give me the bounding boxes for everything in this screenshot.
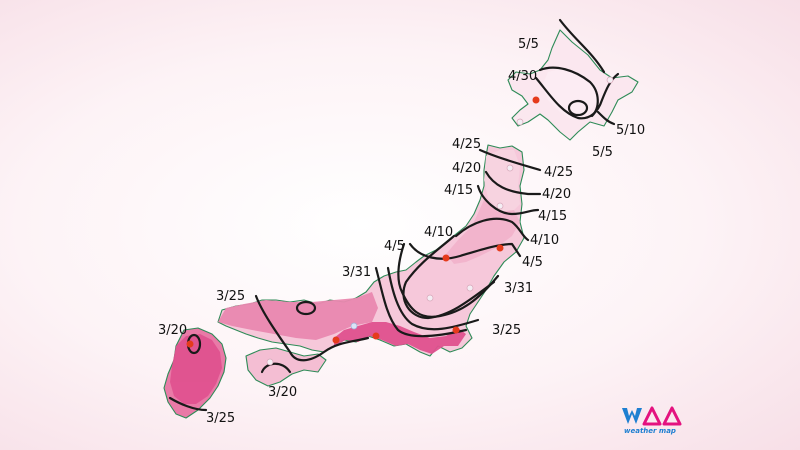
date-label: 3/31 bbox=[504, 281, 533, 296]
isoline-hokkaido-north bbox=[558, 18, 606, 74]
date-label: 4/5 bbox=[384, 239, 405, 254]
date-label: 4/25 bbox=[452, 137, 481, 152]
weathermap-logo-icon bbox=[622, 406, 682, 426]
date-label: 3/31 bbox=[342, 265, 371, 280]
isoline-chugoku-325 bbox=[254, 294, 370, 362]
city-dot bbox=[496, 244, 504, 252]
isoline-shikoku-320 bbox=[260, 362, 292, 374]
isoline-hokkaido-510 bbox=[596, 110, 616, 126]
isoline-tohoku-425 bbox=[478, 148, 542, 172]
band-earliest-kyushu bbox=[170, 334, 222, 404]
isoline-tohoku-420 bbox=[484, 170, 542, 196]
date-label: 3/25 bbox=[216, 289, 245, 304]
isoline-hokkaido-430 bbox=[538, 66, 599, 118]
date-label: 3/25 bbox=[206, 411, 235, 426]
date-label: 5/10 bbox=[616, 123, 645, 138]
isoline-hokkaido-ring bbox=[567, 99, 589, 117]
date-label: 4/10 bbox=[424, 225, 453, 240]
city-dot bbox=[332, 336, 340, 344]
date-label: 4/15 bbox=[444, 183, 473, 198]
date-label: 3/20 bbox=[268, 385, 297, 400]
date-labels: 5/5 4/30 5/10 5/5 4/25 4/20 4/15 4/25 4/… bbox=[158, 37, 645, 426]
city-dot bbox=[186, 340, 194, 348]
date-label: 3/25 bbox=[492, 323, 521, 338]
city-dot bbox=[532, 96, 540, 104]
city-dot bbox=[266, 358, 274, 366]
band-mid-tohoku bbox=[446, 200, 520, 264]
city-dot bbox=[372, 332, 380, 340]
isoline-tohoku-410 bbox=[454, 217, 530, 242]
city-dot bbox=[426, 294, 434, 302]
city-dots bbox=[186, 76, 614, 366]
isoline-chubu-410 bbox=[402, 234, 496, 320]
city-dot bbox=[442, 254, 450, 262]
date-label: 4/20 bbox=[542, 187, 571, 202]
isoline-chubu-331 bbox=[374, 266, 468, 338]
isoline-hokkaido-55 bbox=[534, 72, 620, 120]
weathermap-logo: weather map bbox=[622, 406, 682, 435]
city-dot bbox=[466, 284, 474, 292]
isoline-chugoku-ring bbox=[295, 300, 317, 316]
isoline-chubu-331-b bbox=[386, 266, 480, 331]
date-label: 4/25 bbox=[544, 165, 573, 180]
isoline-kyushu-325 bbox=[168, 396, 208, 412]
date-label: 4/10 bbox=[530, 233, 559, 248]
city-dot bbox=[496, 202, 504, 210]
city-dot bbox=[506, 164, 514, 172]
band-latest-hokkaido bbox=[542, 68, 598, 120]
date-label: 5/5 bbox=[592, 145, 613, 160]
band-early-chugoku bbox=[218, 292, 378, 340]
city-dot bbox=[452, 326, 460, 334]
band-earliest-south-honshu bbox=[334, 322, 466, 354]
isoline-tohoku-415 bbox=[476, 184, 540, 216]
date-label: 4/20 bbox=[452, 161, 481, 176]
isoline-tohoku-45 bbox=[408, 242, 522, 260]
date-label: 4/15 bbox=[538, 209, 567, 224]
city-dot bbox=[350, 322, 358, 330]
isoline-chubu-45 bbox=[397, 242, 500, 318]
isolines bbox=[168, 18, 620, 412]
city-dot bbox=[606, 76, 614, 84]
logo-wordmark: weather map bbox=[624, 427, 676, 435]
date-label: 5/5 bbox=[518, 37, 539, 52]
date-label: 3/20 bbox=[158, 323, 187, 338]
date-label: 4/30 bbox=[508, 69, 537, 84]
city-dot bbox=[516, 118, 524, 126]
date-label: 4/5 bbox=[522, 255, 543, 270]
